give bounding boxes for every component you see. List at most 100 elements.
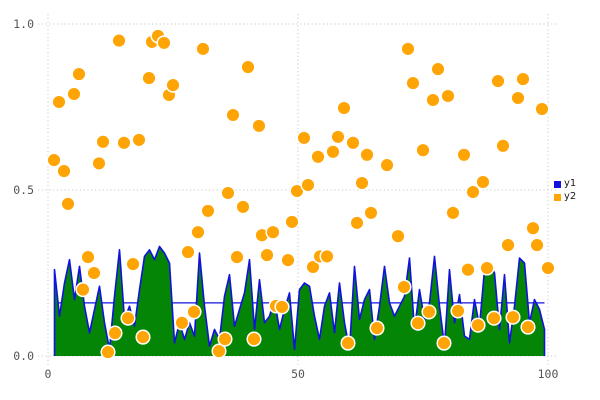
y2-point-31 [211, 343, 227, 359]
y2-point-84 [486, 310, 502, 326]
y2-point-57 [340, 335, 356, 351]
legend-swatch-y2-icon [554, 193, 561, 201]
y2-point-65 [390, 228, 406, 244]
y2-point-10 [95, 134, 111, 150]
y2-point-74 [436, 335, 452, 351]
y2-point-14 [116, 135, 132, 151]
y2-point-41 [259, 247, 275, 263]
y2-point-12 [107, 325, 123, 341]
y-tick-label-2: 1.0 [13, 17, 34, 31]
y2-point-32 [217, 331, 233, 347]
legend-entry-y2: y2 [554, 191, 576, 203]
y2-point-33 [220, 185, 236, 201]
y2-point-61 [359, 147, 375, 163]
y2-point-66 [396, 279, 412, 295]
y2-point-83 [479, 260, 495, 276]
y2-point-75 [440, 88, 456, 104]
y2-point-1 [51, 94, 67, 110]
y2-point-70 [415, 142, 431, 158]
y2-point-54 [325, 144, 341, 160]
y2-point-71 [421, 304, 437, 320]
y2-point-78 [456, 147, 472, 163]
y2-point-7 [80, 249, 96, 265]
y2-point-76 [445, 205, 461, 221]
y2-point-42 [265, 224, 281, 240]
y2-point-69 [410, 315, 426, 331]
y2-point-37 [240, 59, 256, 75]
legend-swatch-y1-icon [554, 180, 561, 188]
y2-point-24 [165, 77, 181, 93]
y2-point-6 [75, 282, 91, 298]
y2-point-9 [91, 155, 107, 171]
y2-point-93 [529, 237, 545, 253]
legend-label-y2: y2 [564, 191, 577, 202]
y2-point-92 [525, 220, 541, 236]
y2-point-26 [180, 244, 196, 260]
y2-point-77 [450, 303, 466, 319]
y2-point-86 [495, 138, 511, 154]
y2-point-62 [363, 205, 379, 221]
y2-point-87 [500, 237, 516, 253]
y2-point-55 [330, 129, 346, 145]
x-tick-label-0: 0 [45, 367, 52, 381]
x-tick-label-1: 50 [291, 367, 305, 381]
y2-point-88 [505, 309, 521, 325]
y2-point-8 [86, 265, 102, 281]
y2-point-25 [174, 315, 190, 331]
y2-point-17 [131, 132, 147, 148]
y2-point-67 [400, 41, 416, 57]
y2-point-35 [229, 249, 245, 265]
y2-point-89 [510, 90, 526, 106]
y2-point-34 [225, 107, 241, 123]
y2-point-15 [120, 310, 136, 326]
y2-point-80 [465, 184, 481, 200]
y2-point-27 [186, 304, 202, 320]
y2-point-16 [125, 256, 141, 272]
y2-point-91 [520, 319, 536, 335]
y2-point-94 [534, 101, 550, 117]
y2-point-51 [310, 149, 326, 165]
y2-point-59 [349, 215, 365, 231]
y2-point-60 [354, 175, 370, 191]
y2-point-49 [300, 177, 316, 193]
y2-point-18 [135, 329, 151, 345]
y2-point-4 [66, 86, 82, 102]
y2-point-29 [195, 41, 211, 57]
y2-point-48 [296, 130, 312, 146]
y2-point-82 [475, 174, 491, 190]
y2-point-5 [71, 66, 87, 82]
y2-point-39 [251, 118, 267, 134]
y2-point-50 [305, 259, 321, 275]
y2-point-0 [46, 152, 62, 168]
y2-point-58 [345, 135, 361, 151]
y2-point-44 [274, 299, 290, 315]
y2-point-90 [515, 71, 531, 87]
y2-point-79 [460, 262, 476, 278]
y2-point-95 [540, 260, 556, 276]
y2-point-68 [405, 75, 421, 91]
y2-point-2 [56, 163, 72, 179]
y2-point-81 [470, 317, 486, 333]
y2-point-28 [190, 224, 206, 240]
y2-point-73 [430, 61, 446, 77]
y2-point-85 [490, 73, 506, 89]
legend-label-y1: y1 [564, 178, 577, 189]
y2-point-46 [284, 214, 300, 230]
y-tick-label-0: 0.0 [13, 349, 34, 363]
y2-point-13 [111, 33, 127, 49]
legend-entry-y1: y1 [554, 178, 576, 190]
y2-point-45 [280, 252, 296, 268]
y2-point-64 [379, 157, 395, 173]
y2-point-3 [60, 196, 76, 212]
y2-point-30 [200, 203, 216, 219]
y2-point-38 [246, 331, 262, 347]
y2-point-19 [141, 70, 157, 86]
legend: y1 y2 [554, 178, 576, 203]
y2-point-22 [156, 35, 172, 51]
x-tick-label-2: 100 [538, 367, 559, 381]
y2-point-63 [369, 320, 385, 336]
y2-point-11 [100, 344, 116, 360]
y2-point-53 [319, 248, 335, 264]
